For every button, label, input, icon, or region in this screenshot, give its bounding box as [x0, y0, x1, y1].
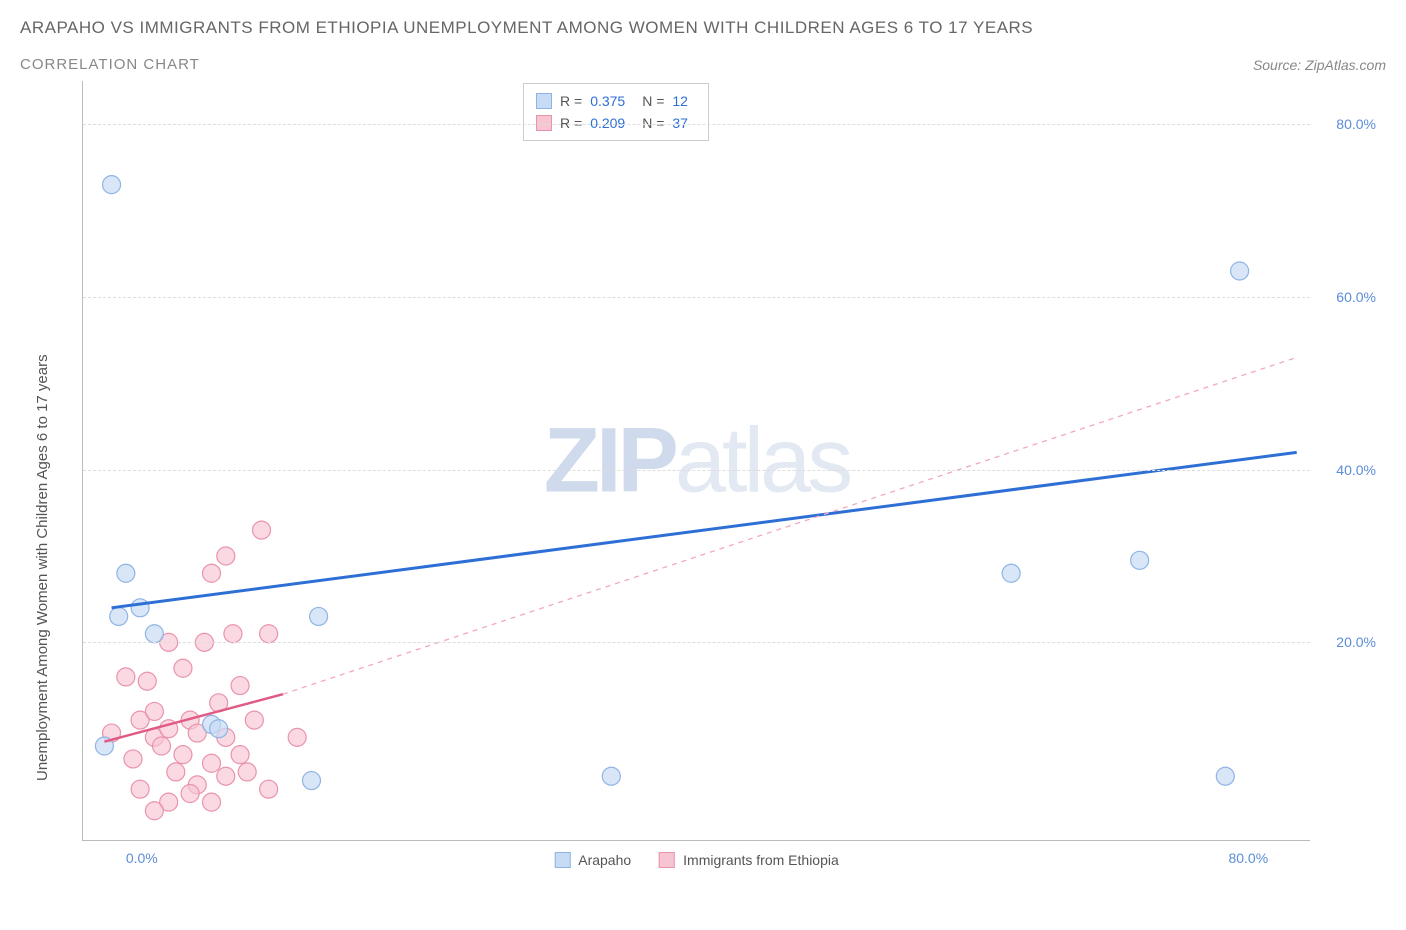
scatter-point: [145, 702, 163, 720]
scatter-point: [224, 625, 242, 643]
r-label: R =: [560, 90, 582, 112]
scatter-point: [110, 607, 128, 625]
chart-title: ARAPAHO VS IMMIGRANTS FROM ETHIOPIA UNEM…: [20, 18, 1386, 38]
scatter-point: [145, 625, 163, 643]
scatter-point: [245, 711, 263, 729]
x-tick-label: 0.0%: [126, 850, 158, 866]
scatter-point: [210, 720, 228, 738]
regression-line: [112, 452, 1297, 607]
legend-swatch: [536, 93, 552, 109]
chart-subtitle: CORRELATION CHART: [20, 56, 200, 73]
y-tick-label: 40.0%: [1318, 462, 1376, 478]
scatter-point: [302, 772, 320, 790]
chart-container: Unemployment Among Women with Children A…: [20, 81, 1386, 891]
legend-swatch: [536, 115, 552, 131]
y-tick-label: 80.0%: [1318, 116, 1376, 132]
scatter-point: [231, 677, 249, 695]
scatter-point: [260, 625, 278, 643]
scatter-point: [238, 763, 256, 781]
scatter-point: [174, 659, 192, 677]
gridline: [83, 124, 1310, 125]
r-value: 0.209: [590, 112, 634, 134]
scatter-point: [1216, 767, 1234, 785]
r-value: 0.375: [590, 90, 634, 112]
scatter-point: [260, 780, 278, 798]
scatter-point: [117, 668, 135, 686]
scatter-point: [203, 754, 221, 772]
gridline: [83, 642, 1310, 643]
n-label: N =: [642, 90, 664, 112]
plot-svg: [83, 81, 1311, 841]
legend-series-name: Arapaho: [578, 852, 631, 868]
n-value: 12: [672, 90, 696, 112]
scatter-point: [103, 176, 121, 194]
gridline: [83, 297, 1310, 298]
legend-item: Arapaho: [554, 852, 631, 868]
legend-series-name: Immigrants from Ethiopia: [683, 852, 839, 868]
stats-legend: R = 0.375 N = 12 R = 0.209 N = 37: [523, 83, 709, 141]
scatter-point: [131, 780, 149, 798]
scatter-point: [203, 564, 221, 582]
scatter-point: [1002, 564, 1020, 582]
legend-row: R = 0.209 N = 37: [536, 112, 696, 134]
source-label: Source: ZipAtlas.com: [1253, 57, 1386, 73]
extrapolation-line: [283, 357, 1297, 694]
scatter-point: [117, 564, 135, 582]
n-label: N =: [642, 112, 664, 134]
series-legend: Arapaho Immigrants from Ethiopia: [554, 852, 839, 868]
scatter-point: [203, 793, 221, 811]
legend-item: Immigrants from Ethiopia: [659, 852, 839, 868]
scatter-point: [167, 763, 185, 781]
scatter-point: [1231, 262, 1249, 280]
scatter-point: [131, 599, 149, 617]
y-axis-label: Unemployment Among Women with Children A…: [34, 354, 51, 781]
scatter-point: [181, 785, 199, 803]
scatter-point: [217, 767, 235, 785]
r-label: R =: [560, 112, 582, 134]
scatter-point: [231, 746, 249, 764]
scatter-point: [145, 802, 163, 820]
scatter-point: [217, 547, 235, 565]
legend-swatch: [554, 852, 570, 868]
gridline: [83, 470, 1310, 471]
scatter-point: [288, 728, 306, 746]
scatter-point: [252, 521, 270, 539]
legend-swatch: [659, 852, 675, 868]
y-tick-label: 20.0%: [1318, 634, 1376, 650]
scatter-point: [153, 737, 171, 755]
scatter-point: [310, 607, 328, 625]
scatter-point: [138, 672, 156, 690]
n-value: 37: [672, 112, 696, 134]
scatter-point: [602, 767, 620, 785]
scatter-point: [174, 746, 192, 764]
plot-area: ZIPatlas R =0.375N =12R =0.209N =37 Arap…: [82, 81, 1310, 841]
scatter-point: [124, 750, 142, 768]
legend-row: R = 0.375 N = 12: [536, 90, 696, 112]
scatter-point: [1131, 551, 1149, 569]
y-tick-label: 60.0%: [1318, 289, 1376, 305]
x-tick-label: 80.0%: [1228, 850, 1268, 866]
